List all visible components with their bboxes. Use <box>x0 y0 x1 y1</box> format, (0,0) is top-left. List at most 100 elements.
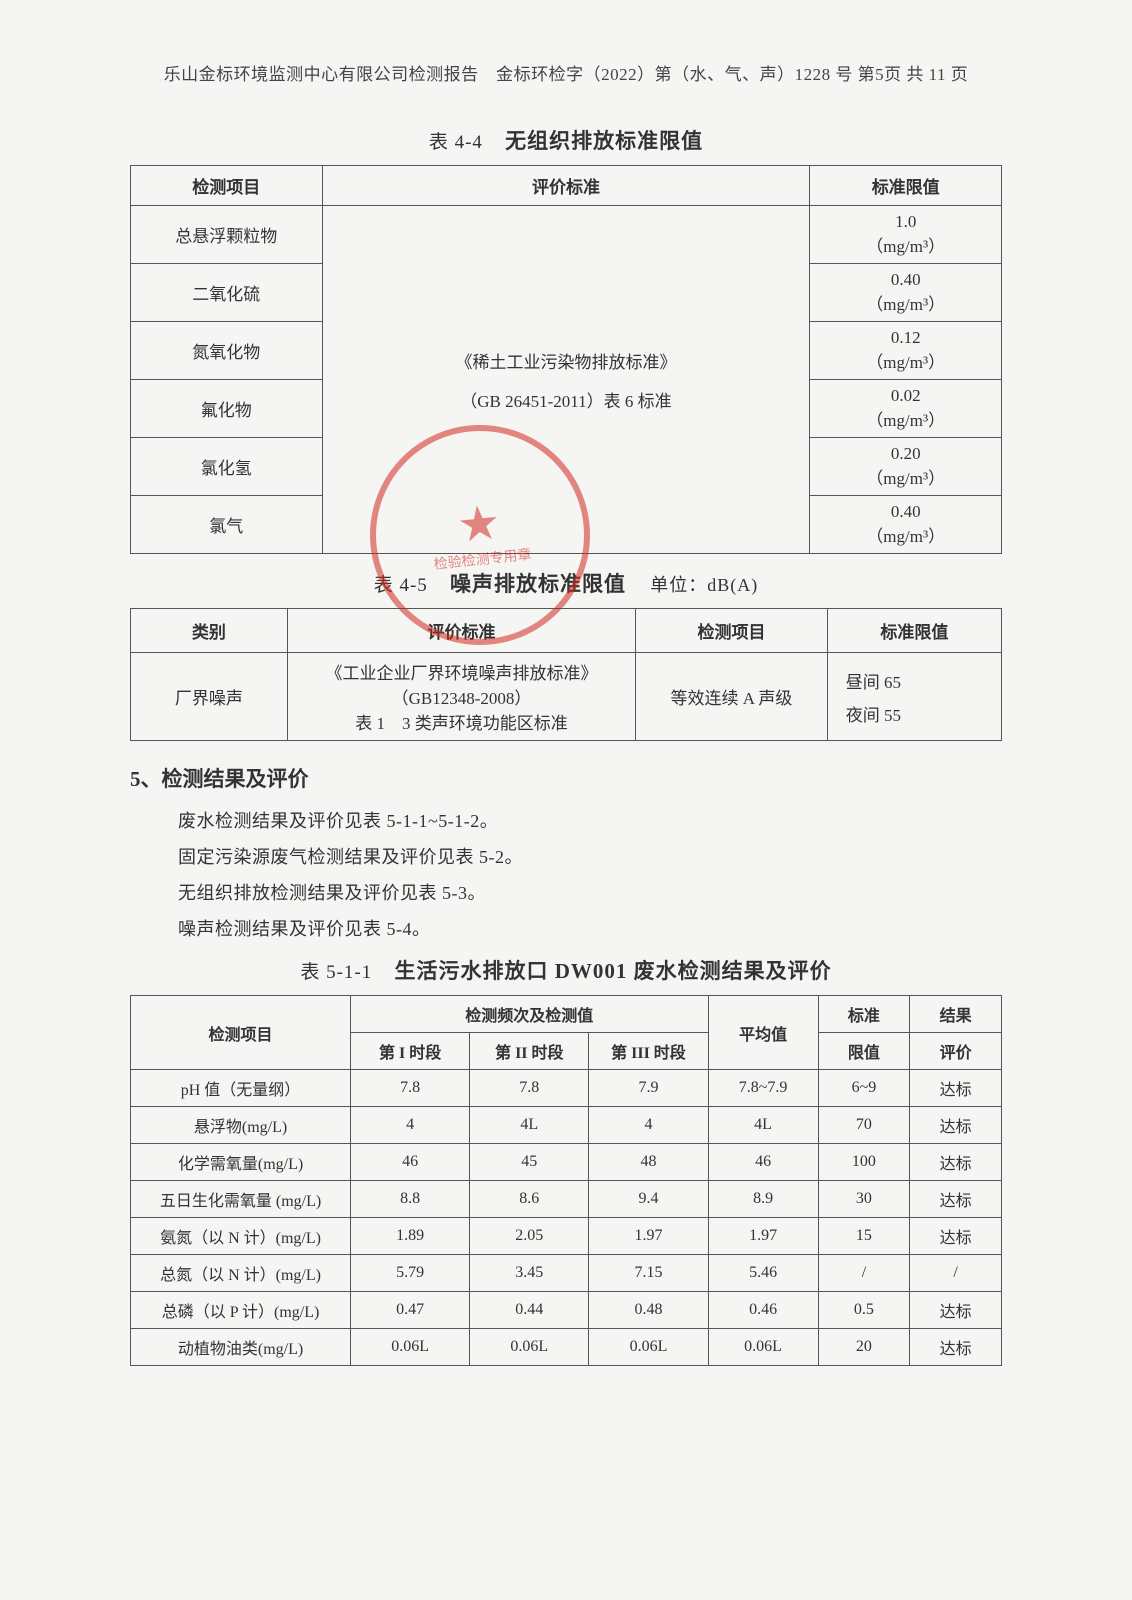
cell-limit: 0.40 （mg/m³） <box>810 496 1002 554</box>
std-text: （GB12348-2008） <box>296 684 627 709</box>
col-header: 结果 <box>910 996 1002 1033</box>
cell: 7.8 <box>351 1070 470 1107</box>
limit-val: 1.0 <box>895 212 916 231</box>
cell: / <box>910 1255 1002 1292</box>
page-header: 乐山金标环境监测中心有限公司检测报告 金标环检字（2022）第（水、气、声）12… <box>130 60 1002 85</box>
cell-limit: 1.0 （mg/m³） <box>810 206 1002 264</box>
limit-unit: （mg/m³） <box>866 527 945 546</box>
cell: 46 <box>708 1144 818 1181</box>
cell: 达标 <box>910 1292 1002 1329</box>
cell-limit: 昼间 65 夜间 55 <box>827 653 1001 741</box>
cell-standard: 《稀土工业污染物排放标准》 （GB 26451-2011）表 6 标准 <box>322 206 810 554</box>
cell: 1.97 <box>589 1218 708 1255</box>
limit-val: 0.40 <box>891 270 921 289</box>
table-header-row: 类别 评价标准 检测项目 标准限值 <box>131 609 1002 653</box>
table-row: 氨氮（以 N 计）(mg/L) 1.89 2.05 1.97 1.97 15 达… <box>131 1218 1002 1255</box>
cell: 0.5 <box>818 1292 910 1329</box>
cell: 3.45 <box>470 1255 589 1292</box>
table-row: 总磷（以 P 计）(mg/L) 0.47 0.44 0.48 0.46 0.5 … <box>131 1292 1002 1329</box>
cell: 6~9 <box>818 1070 910 1107</box>
cell: 70 <box>818 1107 910 1144</box>
paragraph: 无组织排放检测结果及评价见表 5-3。 <box>178 879 1002 905</box>
table-4-4: 检测项目 评价标准 标准限值 总悬浮颗粒物 《稀土工业污染物排放标准》 （GB … <box>130 165 1002 554</box>
table-row: 悬浮物(mg/L) 4 4L 4 4L 70 达标 <box>131 1107 1002 1144</box>
limit-val: 0.02 <box>891 386 921 405</box>
cell: 达标 <box>910 1218 1002 1255</box>
cell: 8.6 <box>470 1181 589 1218</box>
cell: 动植物油类(mg/L) <box>131 1329 351 1366</box>
col-header: 检测项目 <box>636 609 828 653</box>
col-header: 检测项目 <box>131 166 323 206</box>
table-4-5: 类别 评价标准 检测项目 标准限值 厂界噪声 《工业企业厂界环境噪声排放标准》 … <box>130 608 1002 741</box>
cell: 达标 <box>910 1107 1002 1144</box>
cell: 48 <box>589 1144 708 1181</box>
cell-standard: 《工业企业厂界环境噪声排放标准》 （GB12348-2008） 表 1 3 类声… <box>287 653 635 741</box>
section-5-heading: 5、检测结果及评价 <box>130 763 1002 793</box>
cell: 达标 <box>910 1070 1002 1107</box>
col-header: 标准 <box>818 996 910 1033</box>
limit-unit: （mg/m³） <box>866 295 945 314</box>
cell-limit: 0.20 （mg/m³） <box>810 438 1002 496</box>
limit-val: 0.12 <box>891 328 921 347</box>
cell: 9.4 <box>589 1181 708 1218</box>
cell: 氨氮（以 N 计）(mg/L) <box>131 1218 351 1255</box>
col-header: 限值 <box>818 1033 910 1070</box>
cell: 4L <box>470 1107 589 1144</box>
table-row: 厂界噪声 《工业企业厂界环境噪声排放标准》 （GB12348-2008） 表 1… <box>131 653 1002 741</box>
cell-item: 氮氧化物 <box>131 322 323 380</box>
cell: 46 <box>351 1144 470 1181</box>
std-text: 表 1 3 类声环境功能区标准 <box>296 709 627 734</box>
table-number: 表 4-4 <box>429 132 483 153</box>
table-row: 五日生化需氧量 (mg/L) 8.8 8.6 9.4 8.9 30 达标 <box>131 1181 1002 1218</box>
cell-item: 总悬浮颗粒物 <box>131 206 323 264</box>
table-number: 表 5-1-1 <box>300 962 372 983</box>
col-header: 类别 <box>131 609 288 653</box>
cell: 7.8~7.9 <box>708 1070 818 1107</box>
table-5-1-1-title: 表 5-1-1 生活污水排放口 DW001 废水检测结果及评价 <box>130 955 1002 985</box>
cell: 15 <box>818 1218 910 1255</box>
cell-item: 氟化物 <box>131 380 323 438</box>
cell-item: 氯气 <box>131 496 323 554</box>
cell: 0.47 <box>351 1292 470 1329</box>
cell: 达标 <box>910 1144 1002 1181</box>
table-row: 总悬浮颗粒物 《稀土工业污染物排放标准》 （GB 26451-2011）表 6 … <box>131 206 1002 264</box>
col-header: 评价 <box>910 1033 1002 1070</box>
table-row: pH 值（无量纲） 7.8 7.8 7.9 7.8~7.9 6~9 达标 <box>131 1070 1002 1107</box>
table-4-5-title: 表 4-5 噪声排放标准限值 单位：dB(A) <box>130 568 1002 598</box>
table-caption: 生活污水排放口 DW001 废水检测结果及评价 <box>394 959 831 983</box>
col-header: 检测项目 <box>131 996 351 1070</box>
cell: 4 <box>351 1107 470 1144</box>
cell: 达标 <box>910 1329 1002 1366</box>
cell: 达标 <box>910 1181 1002 1218</box>
cell: 8.9 <box>708 1181 818 1218</box>
cell: 总氮（以 N 计）(mg/L) <box>131 1255 351 1292</box>
limit-val: 0.20 <box>891 444 921 463</box>
cell: 5.79 <box>351 1255 470 1292</box>
cell: 4L <box>708 1107 818 1144</box>
limit-unit: （mg/m³） <box>866 411 945 430</box>
cell: 0.44 <box>470 1292 589 1329</box>
cell-category: 厂界噪声 <box>131 653 288 741</box>
cell: 0.46 <box>708 1292 818 1329</box>
col-header: 标准限值 <box>810 166 1002 206</box>
cell-limit: 0.12 （mg/m³） <box>810 322 1002 380</box>
cell: 7.15 <box>589 1255 708 1292</box>
cell: 4 <box>589 1107 708 1144</box>
cell: 100 <box>818 1144 910 1181</box>
col-header: 评价标准 <box>322 166 810 206</box>
cell: 2.05 <box>470 1218 589 1255</box>
paragraph: 固定污染源废气检测结果及评价见表 5-2。 <box>178 843 1002 869</box>
std-text: 《工业企业厂界环境噪声排放标准》 <box>296 659 627 684</box>
cell: 0.06L <box>351 1329 470 1366</box>
table-caption: 无组织排放标准限值 <box>505 129 703 153</box>
cell-item: 二氧化硫 <box>131 264 323 322</box>
cell-project: 等效连续 A 声级 <box>636 653 828 741</box>
table-header-row: 检测项目 评价标准 标准限值 <box>131 166 1002 206</box>
cell-item: 氯化氢 <box>131 438 323 496</box>
table-row: 化学需氧量(mg/L) 46 45 48 46 100 达标 <box>131 1144 1002 1181</box>
limit-night: 夜间 55 <box>846 701 993 726</box>
cell: 1.89 <box>351 1218 470 1255</box>
cell: 5.46 <box>708 1255 818 1292</box>
cell: 0.06L <box>470 1329 589 1366</box>
limit-day: 昼间 65 <box>846 668 993 693</box>
